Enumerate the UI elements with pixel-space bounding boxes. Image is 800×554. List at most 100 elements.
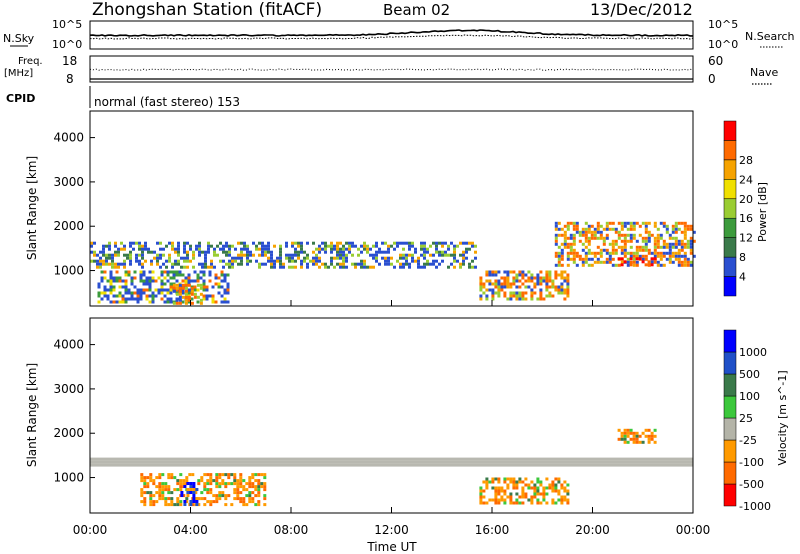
velocity-echo-cell <box>215 500 219 504</box>
velocity-echo-cell <box>158 485 162 489</box>
velocity-echo-cell <box>105 457 108 461</box>
power-echo-cell <box>172 270 176 274</box>
velocity-echo-cell <box>483 463 486 467</box>
velocity-echo-cell <box>536 477 540 481</box>
velocity-echo-cell <box>582 460 585 464</box>
power-echo-cell <box>575 263 579 267</box>
power-echo-cell <box>354 265 357 269</box>
velocity-echo-cell <box>566 501 570 505</box>
power-echo-cell <box>181 283 185 287</box>
power-echo-cell <box>677 239 681 243</box>
power-echo-cell <box>145 282 149 286</box>
velocity-echo-cell <box>557 477 561 481</box>
power-echo-cell <box>211 285 215 289</box>
velocity-echo-cell <box>657 463 660 467</box>
power-echo-cell <box>348 244 351 248</box>
power-echo-cell <box>288 253 291 257</box>
velocity-echo-cell <box>576 463 579 467</box>
power-echo-cell <box>333 247 336 251</box>
power-echo-cell <box>124 279 128 283</box>
velocity-echo-cell <box>519 457 522 461</box>
velocity-echo-cell <box>507 460 510 464</box>
power-echo-cell <box>258 265 261 269</box>
velocity-echo-cell <box>123 457 126 461</box>
power-echo-cell <box>563 288 567 292</box>
power-echo-cell <box>181 288 185 292</box>
velocity-echo-cell <box>257 491 261 495</box>
velocity-echo-cell <box>396 463 399 467</box>
power-echo-cell <box>118 294 122 298</box>
x-axis-ticks: 00:00 04:00 08:00 12:00 16:00 20:00 00:00 <box>73 300 711 537</box>
power-echo-cell <box>479 297 483 301</box>
velocity-echo-cell <box>155 491 159 495</box>
power-echo-cell <box>363 247 366 251</box>
power-echo-cell <box>97 294 101 298</box>
velocity-echo-cell <box>141 460 144 464</box>
power-echo-cell <box>124 297 128 301</box>
power-echo-cell <box>169 300 173 304</box>
velocity-echo-cell <box>494 489 498 493</box>
power-echo-cell <box>593 227 597 231</box>
velocity-echo-cell <box>497 498 501 502</box>
velocity-echo-cell <box>215 497 219 501</box>
velocity-echo-cell <box>198 463 201 467</box>
power-echo-cell <box>644 227 648 231</box>
velocity-echo-cell <box>243 463 246 467</box>
x-tick-label: 00:00 <box>676 523 711 537</box>
velocity-echo-cell <box>531 460 534 464</box>
velocity-echo-cell <box>503 498 507 502</box>
power-echo-cell <box>680 263 684 267</box>
power-echo-cell <box>115 300 119 304</box>
power-echo-cell <box>165 244 168 248</box>
power-echo-cell <box>515 285 519 289</box>
velocity-echo-cell <box>191 473 195 477</box>
power-echo-cell <box>184 301 188 305</box>
velocity-echo-cell <box>372 460 375 464</box>
power-echo-cell <box>141 253 144 257</box>
power-echo-cell <box>554 224 558 228</box>
power-echo-cell <box>199 270 203 274</box>
velocity-echo-cell <box>140 476 144 480</box>
power-echo-cell <box>557 233 561 237</box>
velocity-echo-cell <box>291 463 294 467</box>
velocity-echo-cell <box>197 479 201 483</box>
power-echo-cell <box>554 254 558 258</box>
power-echo-cell <box>193 285 197 289</box>
velocity-echo-cell <box>459 457 462 461</box>
velocity-echo-cell <box>494 498 498 502</box>
power-echo-cell <box>96 262 99 266</box>
power-echo-cell <box>96 253 99 257</box>
power-echo-cell <box>339 256 342 260</box>
power-echo-cell <box>602 239 606 243</box>
velocity-echo-cell <box>108 457 111 461</box>
power-echo-cell <box>447 265 450 269</box>
power-echo-cell <box>641 239 645 243</box>
power-echo-cell <box>315 259 318 263</box>
velocity-echo-cell <box>588 463 591 467</box>
power-echo-cell <box>139 288 143 292</box>
velocity-echo-cell <box>240 460 243 464</box>
velocity-echo-cell <box>282 463 285 467</box>
power-echo-cell <box>560 273 564 277</box>
power-echo-cell <box>211 294 215 298</box>
power-echo-cell <box>608 242 612 246</box>
power-echo-cell <box>175 283 179 287</box>
power-echo-cell <box>159 265 162 269</box>
power-echo-cell <box>276 259 279 263</box>
power-echo-cell <box>115 294 119 298</box>
power-echo-cell <box>204 259 207 263</box>
power-echo-cell <box>198 250 201 254</box>
power-echo-cell <box>285 241 288 245</box>
velocity-echo-cell <box>521 501 525 505</box>
velocity-echo-cell <box>509 492 513 496</box>
velocity-echo-cell <box>204 460 207 464</box>
power-echo-cell <box>617 257 621 261</box>
power-echo-cell <box>297 256 300 260</box>
power-echo-cell <box>420 241 423 245</box>
velocity-echo-cell <box>533 495 537 499</box>
power-echo-cell <box>315 256 318 260</box>
power-echo-cell <box>109 276 113 280</box>
velocity-echo-cell <box>450 460 453 464</box>
velocity-colorbar-band <box>723 417 737 441</box>
